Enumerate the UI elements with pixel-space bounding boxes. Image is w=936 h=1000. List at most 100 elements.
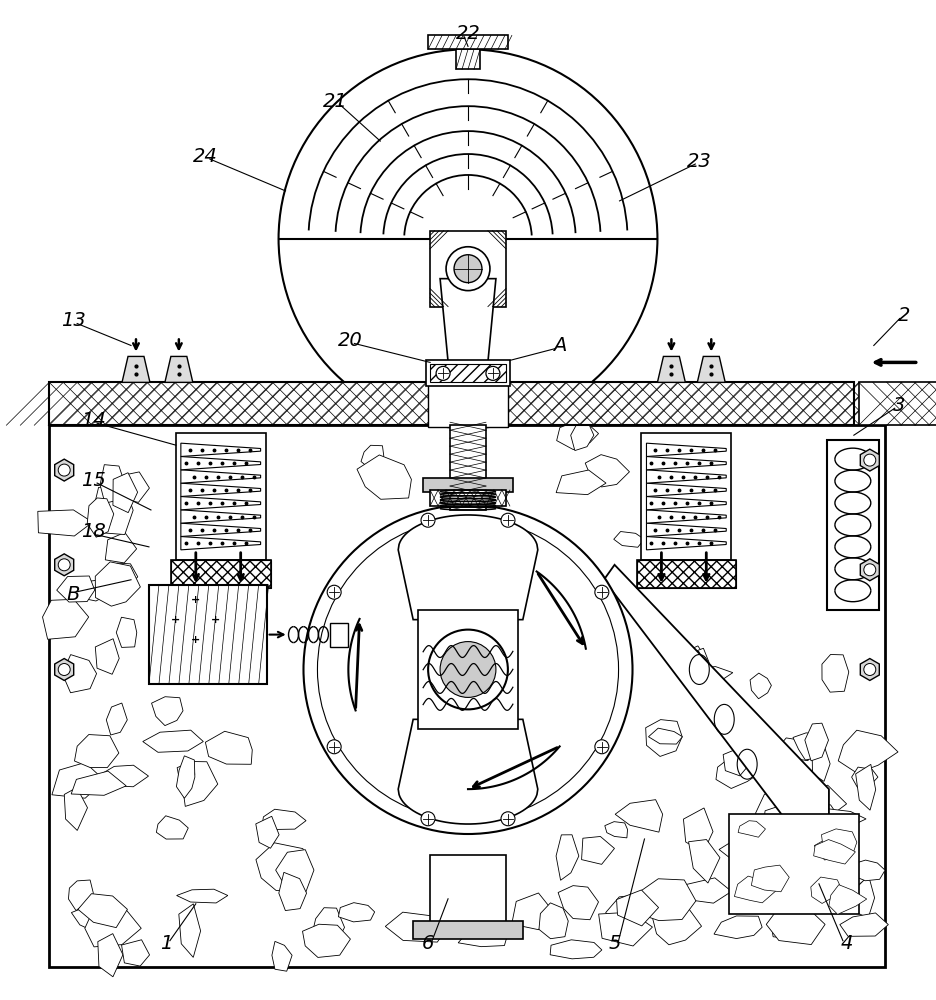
Polygon shape xyxy=(821,829,856,859)
Text: 15: 15 xyxy=(80,471,106,490)
Polygon shape xyxy=(645,720,681,756)
Circle shape xyxy=(303,505,632,834)
Bar xyxy=(456,49,479,69)
Polygon shape xyxy=(718,840,773,859)
Polygon shape xyxy=(859,659,878,680)
Polygon shape xyxy=(605,895,650,930)
Polygon shape xyxy=(360,445,384,469)
Polygon shape xyxy=(859,559,878,581)
Polygon shape xyxy=(54,554,74,576)
Text: 3: 3 xyxy=(892,396,904,415)
Polygon shape xyxy=(738,821,765,837)
Polygon shape xyxy=(763,806,814,826)
Polygon shape xyxy=(581,836,614,864)
Polygon shape xyxy=(648,728,681,744)
Polygon shape xyxy=(100,465,125,503)
Bar xyxy=(428,380,507,427)
Circle shape xyxy=(501,812,515,826)
Circle shape xyxy=(863,664,875,675)
Polygon shape xyxy=(116,617,137,647)
Polygon shape xyxy=(97,934,123,977)
Polygon shape xyxy=(696,356,724,382)
Polygon shape xyxy=(65,788,87,830)
Text: 14: 14 xyxy=(80,411,106,430)
Polygon shape xyxy=(821,654,848,692)
Bar xyxy=(636,560,736,588)
Bar xyxy=(170,560,271,588)
Polygon shape xyxy=(275,850,314,892)
Bar xyxy=(330,623,348,647)
Polygon shape xyxy=(440,279,495,382)
Polygon shape xyxy=(657,356,684,382)
Polygon shape xyxy=(57,576,95,602)
Polygon shape xyxy=(93,486,133,535)
Polygon shape xyxy=(792,733,824,760)
Polygon shape xyxy=(556,470,606,495)
Polygon shape xyxy=(831,869,853,887)
Text: 18: 18 xyxy=(80,522,106,541)
Polygon shape xyxy=(95,639,119,674)
Circle shape xyxy=(594,740,608,754)
Polygon shape xyxy=(279,872,306,911)
Polygon shape xyxy=(62,655,96,693)
Polygon shape xyxy=(604,822,627,838)
Bar xyxy=(428,35,507,49)
Circle shape xyxy=(863,454,875,466)
Polygon shape xyxy=(686,648,709,681)
Text: 23: 23 xyxy=(686,152,711,171)
Polygon shape xyxy=(615,800,662,832)
Text: 13: 13 xyxy=(61,311,85,330)
Circle shape xyxy=(501,513,515,527)
Circle shape xyxy=(327,740,341,754)
Polygon shape xyxy=(205,731,252,764)
Polygon shape xyxy=(68,880,94,911)
Polygon shape xyxy=(311,908,344,954)
Circle shape xyxy=(440,642,495,697)
Bar xyxy=(641,433,730,560)
Polygon shape xyxy=(713,916,761,939)
Polygon shape xyxy=(688,840,719,883)
Text: 6: 6 xyxy=(421,934,434,953)
Polygon shape xyxy=(142,730,203,752)
Polygon shape xyxy=(646,523,725,537)
Polygon shape xyxy=(338,903,374,922)
Polygon shape xyxy=(734,876,775,903)
Polygon shape xyxy=(828,885,866,914)
Polygon shape xyxy=(838,730,897,773)
Polygon shape xyxy=(105,532,137,563)
Polygon shape xyxy=(859,449,878,471)
Polygon shape xyxy=(855,764,875,810)
Bar xyxy=(430,855,505,935)
Text: 1: 1 xyxy=(159,934,172,953)
Polygon shape xyxy=(585,455,629,487)
Polygon shape xyxy=(646,457,725,470)
Polygon shape xyxy=(458,931,506,947)
Polygon shape xyxy=(589,565,828,844)
Polygon shape xyxy=(156,816,188,839)
Circle shape xyxy=(486,366,500,380)
Polygon shape xyxy=(181,443,260,457)
Polygon shape xyxy=(814,859,867,891)
Polygon shape xyxy=(302,924,350,957)
Text: 21: 21 xyxy=(323,92,347,111)
Polygon shape xyxy=(570,422,593,451)
Polygon shape xyxy=(398,719,537,824)
Text: A: A xyxy=(552,336,565,355)
Polygon shape xyxy=(646,443,725,457)
Circle shape xyxy=(435,366,449,380)
Polygon shape xyxy=(181,483,260,497)
Polygon shape xyxy=(751,865,788,892)
Bar xyxy=(170,560,271,588)
Polygon shape xyxy=(796,807,840,834)
Polygon shape xyxy=(165,356,193,382)
Polygon shape xyxy=(651,900,701,945)
Polygon shape xyxy=(769,916,814,940)
Bar xyxy=(176,433,265,560)
Bar xyxy=(426,360,509,386)
Polygon shape xyxy=(54,459,74,481)
Polygon shape xyxy=(113,473,138,513)
Polygon shape xyxy=(613,532,644,547)
Circle shape xyxy=(420,513,434,527)
Polygon shape xyxy=(598,912,651,946)
Circle shape xyxy=(446,247,490,291)
